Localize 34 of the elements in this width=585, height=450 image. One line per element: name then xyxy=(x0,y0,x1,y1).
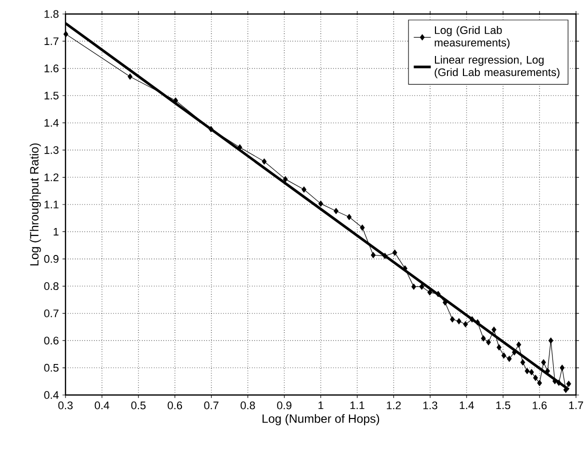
y-tick-label: 0.7 xyxy=(44,309,58,318)
x-tick-label: 1.6 xyxy=(532,402,547,410)
y-tick-label: 0.4 xyxy=(44,391,59,399)
x-tick-label: 0.8 xyxy=(240,402,255,410)
y-tick-label: 1.4 xyxy=(44,119,59,127)
x-axis-title: Log (Number of Hops) xyxy=(262,414,380,426)
x-tick-label: 1.5 xyxy=(496,402,510,410)
x-tick-label: 1.2 xyxy=(386,402,401,410)
y-tick-label: 1.1 xyxy=(44,200,58,208)
y-tick-label: 0.8 xyxy=(44,282,59,290)
x-tick-label: 0.5 xyxy=(131,402,146,410)
y-tick-label: 1.5 xyxy=(44,92,59,100)
y-tick-label: 0.6 xyxy=(44,336,59,344)
x-tick-label: 0.6 xyxy=(168,402,182,410)
x-tick-label: 1.1 xyxy=(350,402,364,410)
x-tick-label: 1.7 xyxy=(569,402,584,410)
x-tick-label: 0.4 xyxy=(94,402,110,410)
y-tick-label: 1.8 xyxy=(44,10,59,18)
y-tick-label: 1 xyxy=(54,228,58,236)
x-tick-label: 1.4 xyxy=(460,402,474,410)
x-tick-label: 0.7 xyxy=(204,402,218,410)
legend-label: Log (Grid Lab measurements) xyxy=(434,26,510,49)
y-tick-label: 1.7 xyxy=(44,37,58,45)
legend-label: Linear regression, Log (Grid Lab measurements) xyxy=(434,56,560,78)
y-tick-label: 1.2 xyxy=(44,173,58,182)
y-tick-label: 1.6 xyxy=(44,64,59,72)
x-tick-label: 0.3 xyxy=(58,402,73,410)
y-tick-label: 0.9 xyxy=(44,255,58,263)
x-tick-label: 0.9 xyxy=(277,402,292,410)
x-tick-label: 1 xyxy=(318,402,324,410)
x-tick-label: 1.3 xyxy=(423,402,438,410)
y-axis-title: Log (Throughput Ratio) xyxy=(30,143,41,266)
y-tick-label: 1.3 xyxy=(44,146,59,154)
y-tick-label: 0.5 xyxy=(44,364,59,372)
